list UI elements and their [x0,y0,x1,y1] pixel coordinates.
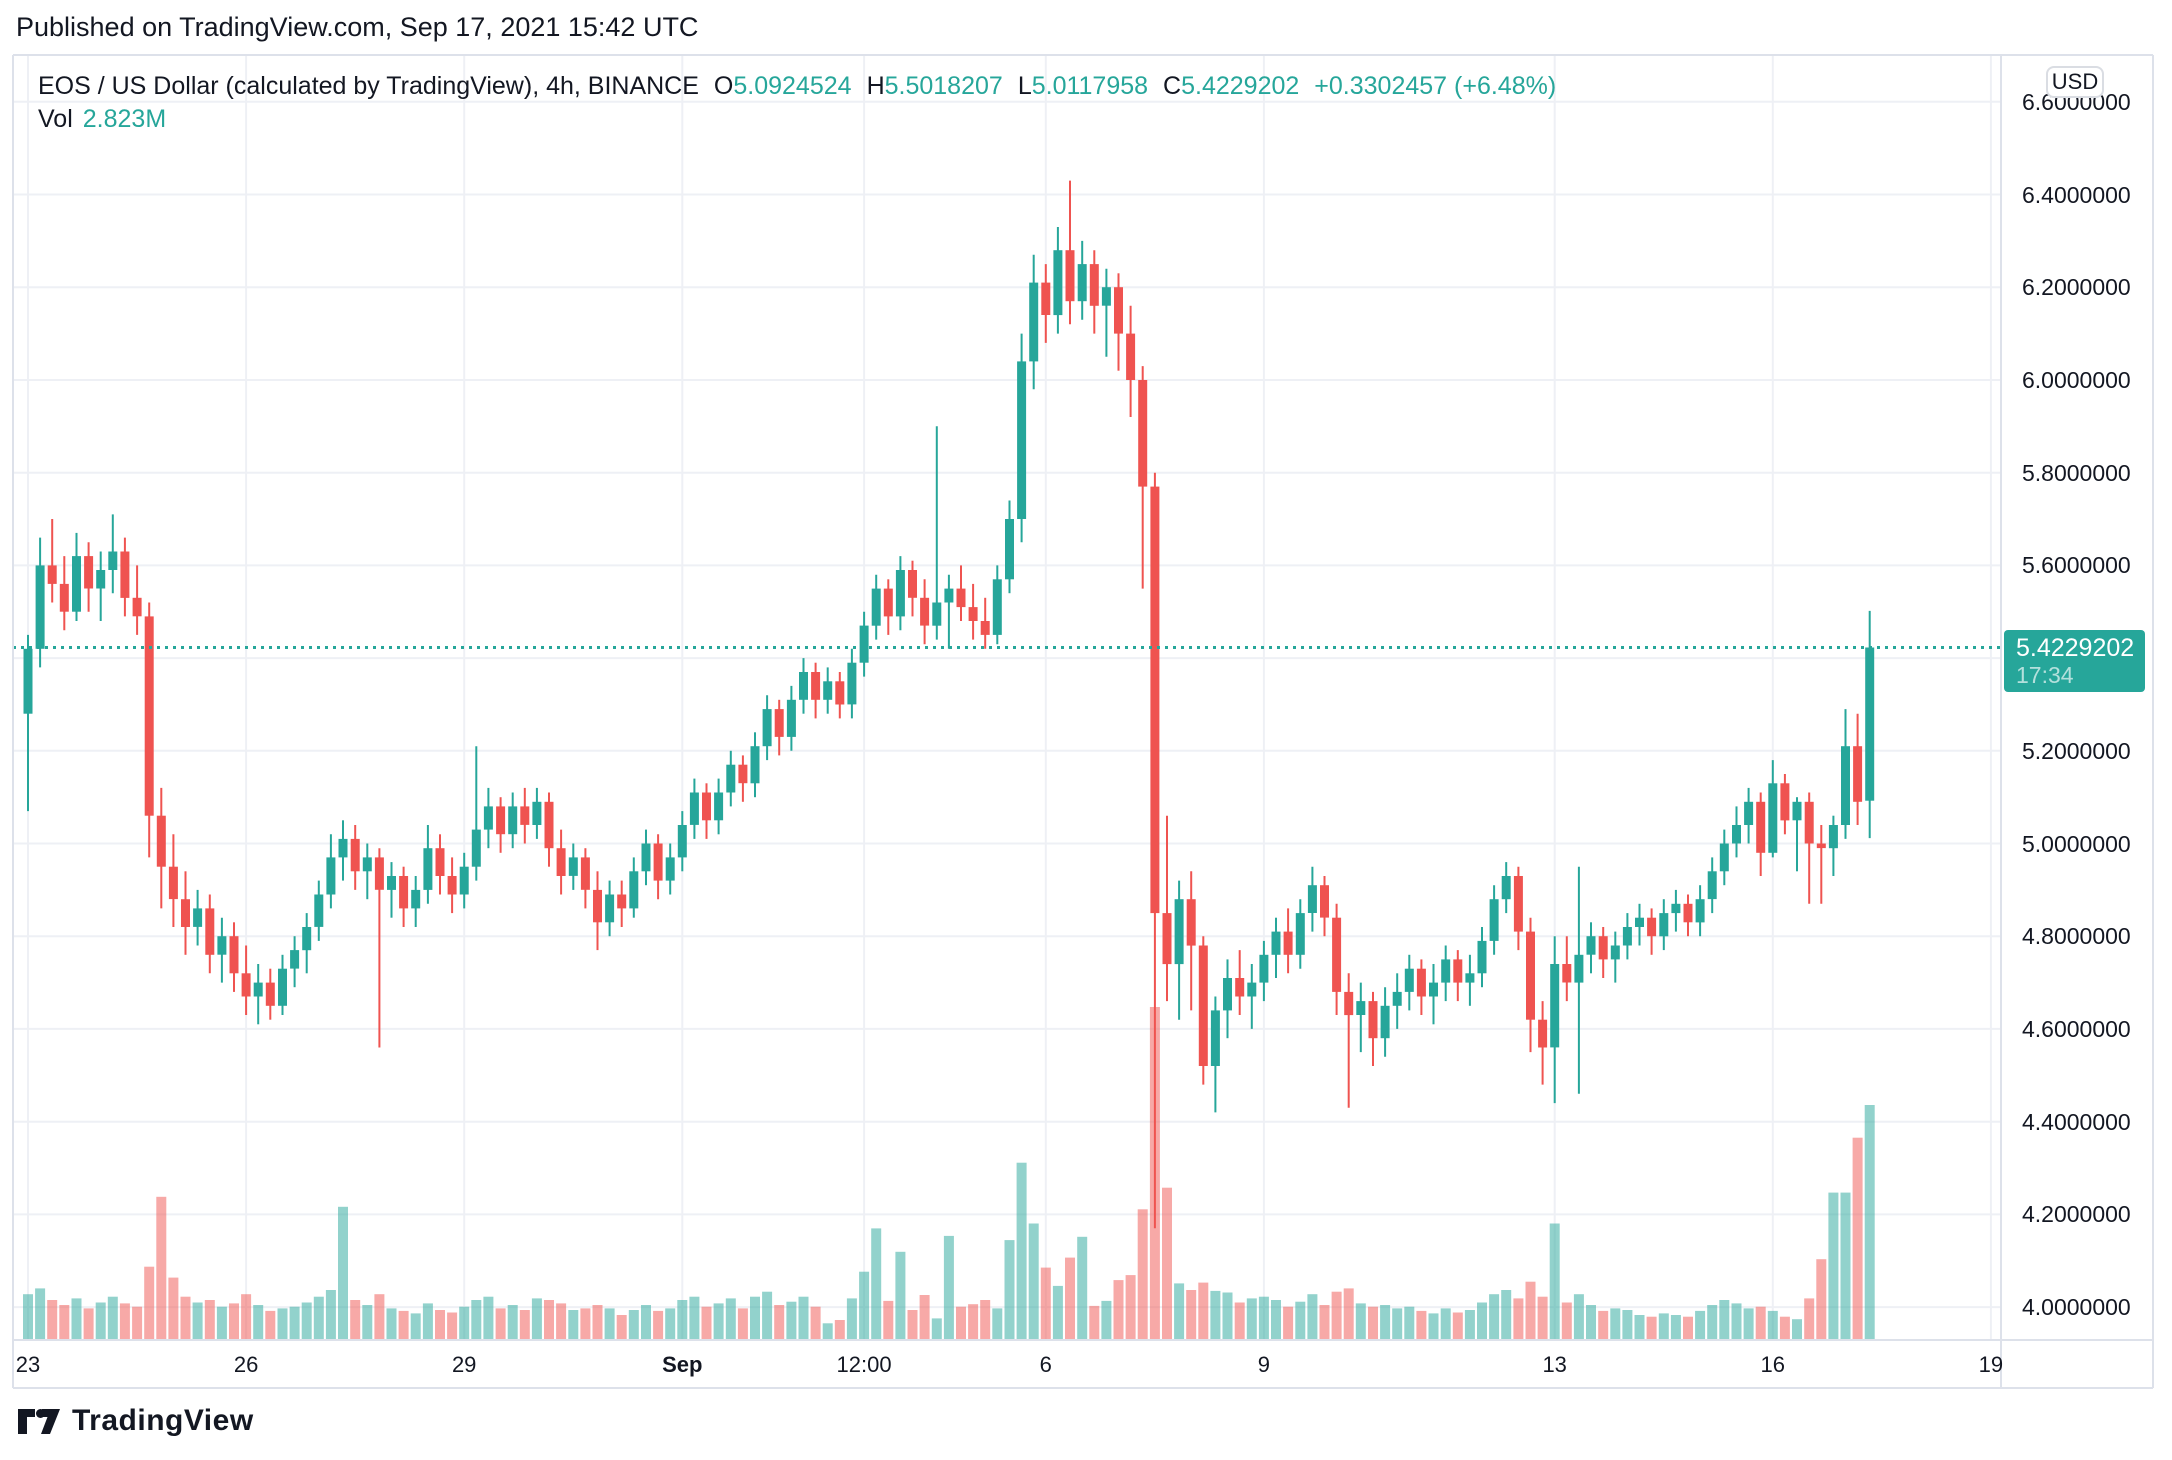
last-price-value: 5.4229202 [2016,634,2135,663]
time-tick-label: 13 [1542,1352,1567,1377]
time-tick-label: Sep [662,1352,703,1377]
price-tick-label: 4.6000000 [2022,1015,2131,1042]
price-tick-label: 5.2000000 [2022,737,2131,764]
time-tick-label: 23 [15,1352,41,1377]
change-value: +0.3302457 (+6.48%) [1314,72,1557,100]
open-value: 5.0924524 [733,72,852,100]
time-tick-label: 12:00 [836,1352,892,1377]
currency-toggle[interactable]: USD [2046,66,2104,98]
price-tick-label: 5.0000000 [2022,830,2131,857]
tradingview-logo-icon[interactable] [18,1408,60,1434]
tradingview-brand[interactable]: TradingView [72,1404,254,1437]
volume-label: Vol [38,105,73,133]
volume-value: 2.823M [82,105,167,133]
symbol-title[interactable]: EOS / US Dollar (calculated by TradingVi… [38,72,699,100]
price-tick-label: 4.0000000 [2022,1294,2131,1321]
price-tick-label: 5.6000000 [2022,552,2131,579]
high-value: 5.5018207 [884,72,1003,100]
time-tick-label: 26 [233,1352,259,1377]
time-tick-label: 6 [1039,1352,1052,1377]
price-tick-label: 6.0000000 [2022,366,2131,393]
price-tick-label: 6.2000000 [2022,274,2131,301]
price-tick-label: 4.8000000 [2022,923,2131,950]
time-tick-label: 9 [1257,1352,1271,1377]
published-caption: Published on TradingView.com, Sep 17, 20… [16,12,699,42]
low-label: L [1017,72,1032,100]
close-label: C [1163,72,1182,100]
time-tick-label: 29 [451,1352,477,1377]
low-value: 5.0117958 [1031,72,1149,100]
price-tick-label: 5.8000000 [2022,459,2131,486]
open-label: O [713,72,734,100]
price-tick-label: 4.2000000 [2022,1201,2131,1228]
last-price-badge: 5.4229202 17:34 [2004,630,2145,693]
close-value: 5.4229202 [1181,72,1300,100]
price-tick-label: 4.4000000 [2022,1108,2131,1135]
price-tick-label: 6.4000000 [2022,181,2131,208]
bar-countdown: 17:34 [2016,662,2074,689]
time-tick-label: 19 [1978,1352,2004,1377]
chart-legend: EOS / US Dollar (calculated by TradingVi… [38,70,1556,136]
high-label: H [866,72,885,100]
footer: TradingView [18,1404,254,1438]
time-tick-label: 16 [1760,1352,1786,1377]
